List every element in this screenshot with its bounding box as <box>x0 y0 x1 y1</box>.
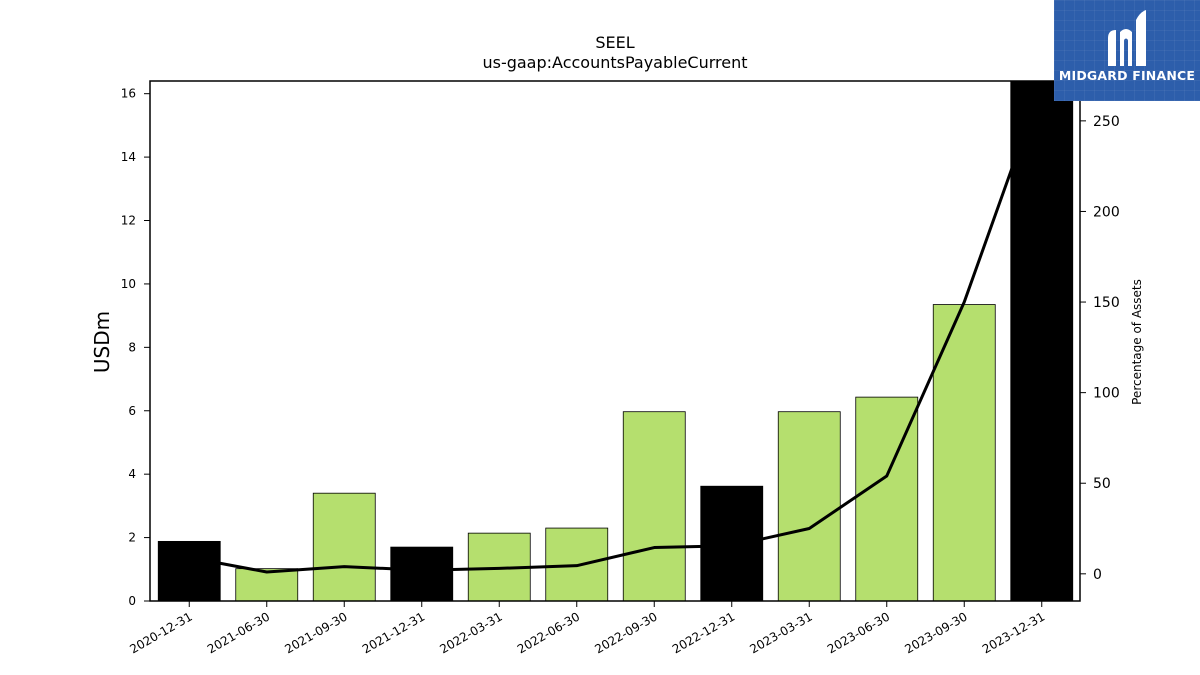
chart-subtitle: us-gaap:AccountsPayableCurrent <box>482 53 747 72</box>
y2-axis-label: Percentage of Assets <box>1130 279 1144 405</box>
x-tick-label: 2023-06-30 <box>825 609 892 656</box>
y-axis-ticks: 0 2 4 6 8 10 12 14 16 <box>121 87 150 608</box>
y2-tick-label: 250 <box>1093 114 1120 130</box>
y-tick-label: 4 <box>128 467 136 481</box>
bar-2023-09-30 <box>932 304 996 602</box>
bar-2021-09-30 <box>312 492 376 602</box>
bar-2023-03-31 <box>777 411 841 602</box>
x-tick-label: 2023-03-31 <box>747 609 814 656</box>
bar-2022-09-30 <box>622 411 686 602</box>
y-tick-label: 16 <box>121 87 136 101</box>
x-tick-label: 2022-12-31 <box>670 609 737 656</box>
y2-axis-ticks: 0 50 100 150 200 250 <box>1080 114 1120 583</box>
y2-tick-label: 150 <box>1093 295 1120 311</box>
y2-tick-label: 0 <box>1093 567 1102 583</box>
y2-tick-label: 50 <box>1093 476 1111 492</box>
y-tick-label: 10 <box>121 277 136 291</box>
percentage-line <box>188 84 1044 574</box>
x-tick-label: 2021-06-30 <box>205 609 272 656</box>
bar-2021-06-30 <box>235 568 299 602</box>
x-tick-label: 2022-09-30 <box>592 609 659 656</box>
bar-2022-12-31 <box>700 485 764 602</box>
x-axis-ticks: 2020-12-31 2021-06-30 2021-09-30 2021-12-31… <box>127 601 1047 656</box>
bar-2020-12-31 <box>157 540 221 602</box>
logo-text: MIDGARD FINANCE <box>1058 68 1196 83</box>
y-tick-label: 8 <box>128 340 136 354</box>
y-tick-label: 2 <box>128 531 136 545</box>
brand-logo: MIDGARD FINANCE <box>1054 0 1200 101</box>
bar-2023-12-31 <box>1010 80 1074 602</box>
line-series <box>188 84 1044 574</box>
chart-title: SEEL <box>595 33 634 52</box>
y-tick-label: 6 <box>128 404 136 418</box>
y-tick-label: 12 <box>121 214 136 228</box>
x-tick-label: 2022-03-31 <box>437 609 504 656</box>
bar-2021-12-31 <box>390 546 454 602</box>
logo-mark-icon <box>1108 10 1146 66</box>
x-tick-label: 2023-09-30 <box>902 609 969 656</box>
x-tick-label: 2023-12-31 <box>980 609 1047 656</box>
bar-series <box>157 80 1074 602</box>
x-tick-label: 2020-12-31 <box>127 609 194 656</box>
x-tick-label: 2021-12-31 <box>360 609 427 656</box>
y2-tick-label: 200 <box>1093 204 1120 220</box>
y-axis-label: USDm <box>90 311 114 373</box>
y-tick-label: 14 <box>121 150 136 164</box>
x-tick-label: 2021-09-30 <box>282 609 349 656</box>
y-tick-label: 0 <box>128 594 136 608</box>
plot-frame <box>149 80 1081 602</box>
y2-tick-label: 100 <box>1093 386 1120 402</box>
x-tick-label: 2022-06-30 <box>515 609 582 656</box>
